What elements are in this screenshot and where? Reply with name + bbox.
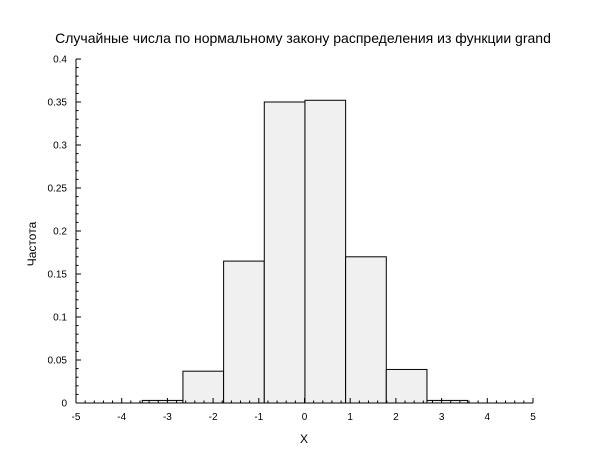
y-tick-label: 0.3 [53,141,67,152]
y-axis-label: Частота [25,221,39,266]
x-tick-label: 0 [302,412,308,423]
x-tick-label: 5 [530,412,536,423]
histogram-bars [141,99,469,404]
y-tick-label: 0.25 [48,184,68,195]
histogram-bar [263,101,306,404]
y-tick-label: 0.4 [53,55,67,66]
y-tick-label: 0.35 [48,98,68,109]
histogram-bar [182,370,225,404]
x-tick-label: 3 [439,412,445,423]
histogram-bar [345,256,387,404]
y-tick-label: 0.05 [48,356,68,367]
y-tick-label: 0.1 [53,313,67,324]
x-tick-label: -4 [117,412,126,423]
y-tick-label: 0.15 [48,270,68,281]
chart-title: Случайные числа по нормальному закону ра… [55,30,551,46]
x-tick-label: 4 [485,412,491,423]
x-tick-label: 2 [393,412,399,423]
x-tick-label: -5 [72,412,81,423]
x-ticks: -5 -4 -3 -2 -1 0 1 2 3 4 5 [72,398,536,423]
histogram-bar [223,260,265,404]
x-tick-label: -3 [163,412,172,423]
x-tick-label: -1 [254,412,263,423]
x-axis-label: X [300,432,308,446]
histogram-bar [304,99,347,404]
x-tick-label: -2 [209,412,218,423]
y-tick-label: 0 [61,399,67,410]
histogram-bar [385,368,428,404]
y-tick-label: 0.2 [53,227,67,238]
x-tick-label: 1 [347,412,353,423]
y-ticks: 0 0.05 0.1 0.15 0.2 0.25 0.3 0.35 0.4 [48,55,81,410]
